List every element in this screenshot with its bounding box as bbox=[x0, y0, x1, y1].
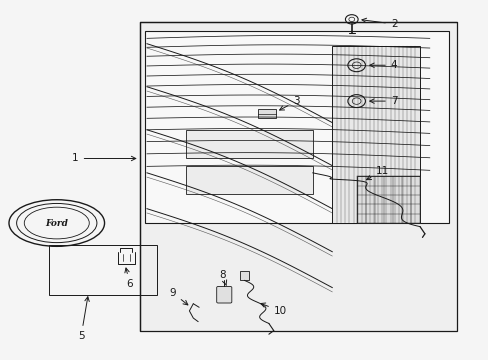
FancyBboxPatch shape bbox=[185, 166, 312, 194]
Bar bbox=[356, 176, 419, 223]
Bar bbox=[239, 271, 249, 280]
Text: 7: 7 bbox=[369, 96, 397, 106]
Bar bbox=[49, 244, 157, 295]
Bar bbox=[140, 22, 456, 330]
Text: Ford: Ford bbox=[45, 219, 68, 228]
FancyBboxPatch shape bbox=[144, 31, 448, 223]
Text: 6: 6 bbox=[124, 268, 133, 289]
Text: 4: 4 bbox=[369, 60, 397, 70]
Bar bbox=[257, 109, 276, 118]
Text: 9: 9 bbox=[169, 288, 187, 305]
Bar bbox=[331, 45, 419, 223]
FancyBboxPatch shape bbox=[216, 287, 231, 303]
FancyBboxPatch shape bbox=[185, 130, 312, 158]
Text: 3: 3 bbox=[279, 96, 299, 110]
Text: 10: 10 bbox=[260, 303, 286, 316]
Text: 5: 5 bbox=[78, 297, 89, 341]
Text: 11: 11 bbox=[366, 166, 388, 180]
Text: 1: 1 bbox=[72, 153, 136, 163]
Text: 2: 2 bbox=[361, 18, 397, 29]
Text: 8: 8 bbox=[219, 270, 226, 285]
